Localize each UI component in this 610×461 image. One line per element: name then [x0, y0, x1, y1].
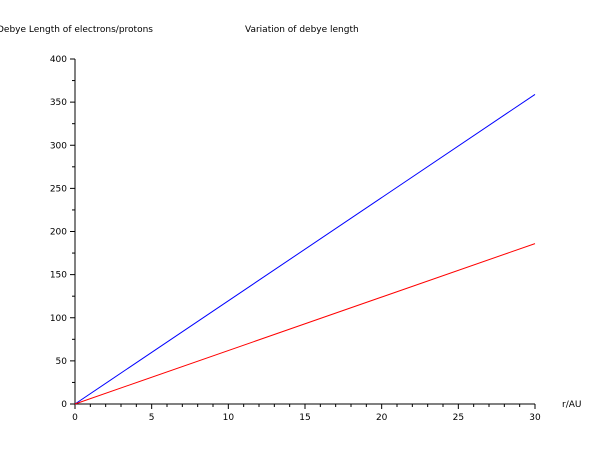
y-tick-label: 300 — [50, 141, 67, 151]
y-axis-label: Debye Length of electrons/protons — [0, 25, 153, 35]
x-tick-label: 10 — [223, 413, 235, 423]
y-tick-label: 350 — [50, 98, 67, 108]
x-tick-label: 30 — [529, 413, 541, 423]
y-tick-label: 150 — [50, 271, 67, 281]
y-tick-label: 100 — [50, 314, 67, 324]
chart-title: Variation of debye length — [245, 25, 359, 35]
y-tick-label: 0 — [61, 400, 67, 410]
x-tick-label: 0 — [72, 413, 78, 423]
x-tick-label: 25 — [453, 413, 464, 423]
series-line-1 — [74, 93, 536, 405]
series-line-2 — [74, 243, 536, 405]
y-tick-label: 250 — [50, 184, 67, 194]
series-lines — [74, 93, 536, 405]
x-tick-label: 20 — [376, 413, 388, 423]
y-tick-label: 50 — [56, 357, 68, 367]
x-tick-label: 15 — [299, 413, 310, 423]
y-tick-label: 200 — [50, 228, 67, 238]
x-tick-label: 5 — [149, 413, 155, 423]
y-tick-label: 400 — [50, 55, 67, 65]
x-axis-label: r/AU — [562, 400, 581, 410]
